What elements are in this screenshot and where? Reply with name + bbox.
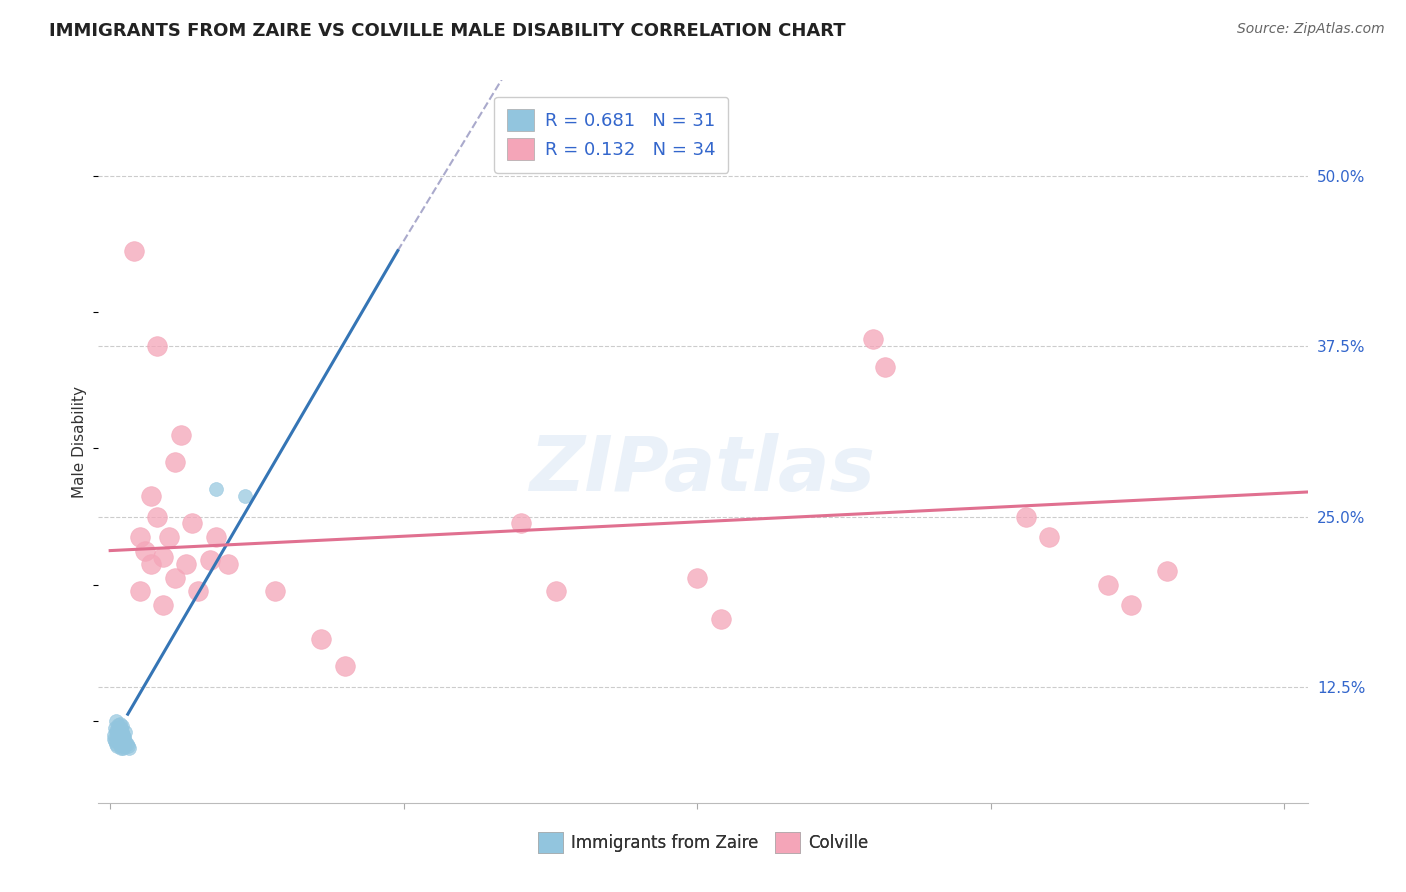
Point	[181, 516, 204, 531]
Point	[104, 721, 127, 735]
Point	[146, 339, 169, 353]
Legend: Immigrants from Zaire, Colville: Immigrants from Zaire, Colville	[531, 826, 875, 860]
Point	[1156, 564, 1178, 578]
Point	[163, 571, 186, 585]
Point	[710, 612, 733, 626]
Point	[187, 584, 209, 599]
Point	[122, 244, 145, 258]
Point	[111, 719, 134, 733]
Point	[1121, 598, 1143, 612]
Point	[107, 718, 129, 732]
Point	[128, 530, 150, 544]
Point	[1015, 509, 1038, 524]
Point	[204, 482, 226, 496]
Point	[169, 427, 191, 442]
Point	[105, 737, 128, 751]
Point	[157, 530, 180, 544]
Point	[105, 725, 128, 739]
Point	[134, 543, 156, 558]
Text: IMMIGRANTS FROM ZAIRE VS COLVILLE MALE DISABILITY CORRELATION CHART: IMMIGRANTS FROM ZAIRE VS COLVILLE MALE D…	[49, 22, 846, 40]
Text: ZIPatlas: ZIPatlas	[530, 434, 876, 508]
Y-axis label: Male Disability: Male Disability	[72, 385, 87, 498]
Point	[233, 489, 256, 503]
Text: Source: ZipAtlas.com: Source: ZipAtlas.com	[1237, 22, 1385, 37]
Point	[163, 455, 186, 469]
Point	[105, 739, 128, 753]
Point	[114, 734, 136, 748]
Point	[204, 530, 226, 544]
Point	[112, 731, 135, 745]
Point	[862, 332, 884, 346]
Point	[105, 723, 128, 738]
Point	[108, 728, 131, 742]
Point	[141, 558, 163, 572]
Point	[105, 731, 128, 745]
Point	[198, 553, 221, 567]
Point	[128, 584, 150, 599]
Point	[217, 558, 239, 572]
Point	[112, 741, 135, 756]
Point	[311, 632, 333, 647]
Point	[686, 571, 709, 585]
Point	[108, 737, 131, 751]
Point	[115, 737, 138, 751]
Point	[546, 584, 568, 599]
Point	[112, 739, 135, 753]
Point	[152, 550, 174, 565]
Point	[873, 359, 896, 374]
Point	[146, 509, 169, 524]
Point	[333, 659, 356, 673]
Point	[152, 598, 174, 612]
Point	[110, 721, 132, 735]
Point	[107, 734, 129, 748]
Point	[105, 714, 128, 728]
Point	[1097, 577, 1119, 591]
Point	[114, 725, 136, 739]
Point	[118, 741, 141, 756]
Point	[263, 584, 285, 599]
Point	[103, 728, 125, 742]
Point	[510, 516, 533, 531]
Point	[110, 741, 132, 756]
Point	[176, 558, 198, 572]
Point	[112, 728, 135, 742]
Point	[103, 731, 125, 746]
Point	[111, 725, 134, 739]
Point	[111, 739, 134, 753]
Point	[1038, 530, 1060, 544]
Point	[108, 716, 131, 731]
Point	[141, 489, 163, 503]
Point	[104, 734, 127, 748]
Point	[117, 739, 139, 753]
